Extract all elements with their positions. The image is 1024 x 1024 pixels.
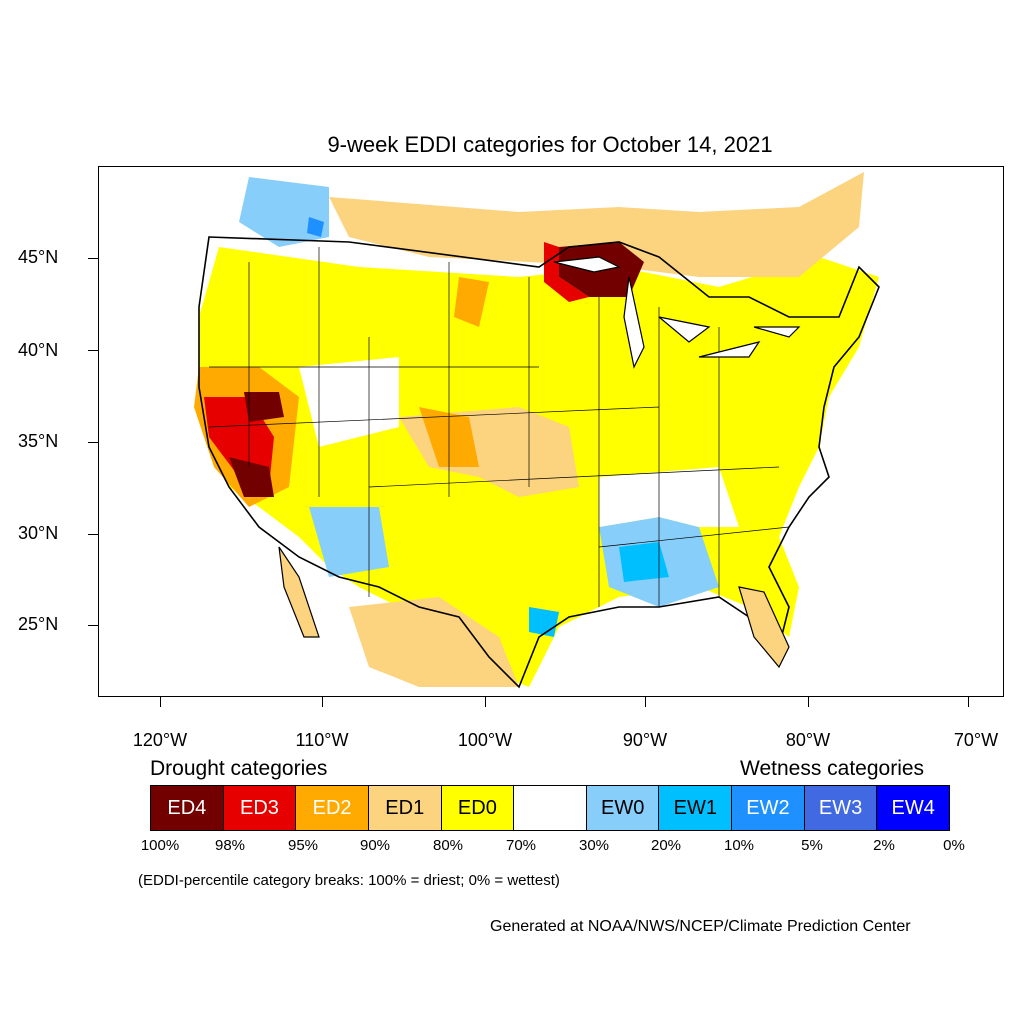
map-canvas [194,172,880,689]
ew2-northwest [307,217,324,237]
lon-label-120w: 120°W [132,730,188,750]
legend-cell-ed4: ED4 [151,786,224,830]
lon-tick [322,697,323,707]
ed4-california [229,457,274,497]
state-lines [208,247,790,607]
map-title: 9-week EDDI categories for October 14, 2… [327,132,773,157]
lat-label-25n: 25°N [18,614,59,634]
lat-tick [88,442,98,443]
lon-tick [645,697,646,707]
lon-label-70w: 70°W [953,730,999,750]
legend-label: ED3 [240,796,279,819]
percentile-label: 5% [801,837,823,854]
lon-tick [160,697,161,707]
percentile-label: 98% [214,837,246,854]
legend-cell-ew0: EW0 [586,786,660,830]
ew1-southeast-core [619,542,669,582]
eddi-map [98,166,1004,697]
legend-label: ED1 [385,796,425,819]
legend-label: EW3 [818,796,863,819]
legend-cell-ed1: ED1 [368,786,442,830]
ew0-southwest [309,507,389,577]
legend-cell-ed3: ED3 [223,786,297,830]
percentile-label: 2% [873,837,895,854]
ed4-nevada [244,392,284,422]
lat-tick [88,350,98,351]
percentile-label: 90% [359,837,391,854]
legend-cell-ew4: EW4 [877,786,950,830]
legend-cell-ed2: ED2 [296,786,369,830]
wetness-categories-heading: Wetness categories [740,757,925,780]
lon-label-90w: 90°W [622,730,668,750]
legend-cell-ew2: EW2 [732,786,805,830]
legend-label: EW2 [746,796,790,819]
legend-label: EW0 [600,796,645,819]
lon-tick [808,697,809,707]
lon-label-110w: 110°W [295,730,349,750]
lat-label-30n: 30°N [18,523,59,543]
ed1-north-band [329,172,864,277]
lat-tick [88,534,98,535]
percentile-label: 20% [650,837,682,854]
legend-label: ED2 [312,796,352,819]
percentile-label: 70% [505,837,537,854]
lat-tick [88,625,98,626]
florida [738,586,790,669]
neutral-southeast [599,467,739,527]
legend-color-bar: ED4 ED3 ED2 ED1 ED0 EW0 EW1 EW2 EW3 EW4 [150,785,950,831]
drought-categories-heading: Drought categories [150,757,328,780]
legend-label: ED4 [167,796,207,819]
percentile-label: 95% [287,837,319,854]
percentile-label: 30% [578,837,610,854]
percentile-label: 0% [943,837,965,854]
legend-cell-ew1: EW1 [659,786,733,830]
lon-tick [968,697,969,707]
credit-line: Generated at NOAA/NWS/NCEP/Climate Predi… [490,918,911,935]
ed1-south [349,597,519,687]
ed2-north [454,277,489,327]
us-outline [198,236,880,689]
legend-cell-ed0: ED0 [441,786,515,830]
neutral-rockies [299,357,399,447]
lat-label-35n: 35°N [18,431,59,451]
great-lakes [553,256,801,369]
lon-tick [485,697,486,707]
percentile-label: 10% [723,837,755,854]
legend-label: EW4 [891,796,935,819]
percentile-label: 80% [432,837,464,854]
legend-label: ED0 [457,796,497,819]
lat-tick [88,258,98,259]
lon-label-100w: 100°W [457,730,513,750]
lat-label-45n: 45°N [18,247,59,267]
category-breaks-note: (EDDI-percentile category breaks: 100% =… [138,872,560,889]
ew1-texas [529,607,559,637]
percentile-label: 100% [140,837,180,854]
ew0-northwest [239,177,329,247]
legend-label: EW1 [673,796,717,819]
lon-label-80w: 80°W [785,730,831,750]
legend-cell-ew3: EW3 [804,786,878,830]
lat-label-40n: 40°N [18,340,59,360]
legend-cell-neutral [514,786,587,830]
baja [278,546,320,638]
